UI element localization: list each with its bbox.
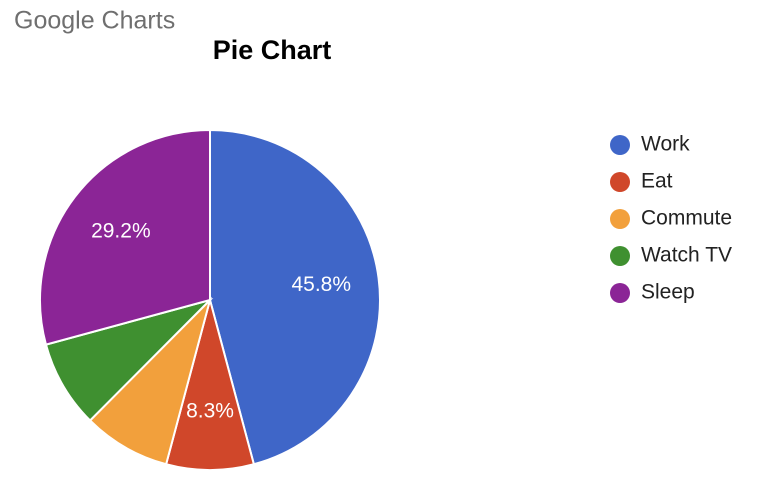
brand: Google Charts — [14, 7, 175, 35]
pie-slice — [39, 128, 211, 346]
pie-slice — [88, 296, 212, 466]
legend-marker — [610, 283, 630, 303]
slice-label: 29.2% — [91, 219, 151, 242]
slice-label: 45.8% — [291, 273, 351, 296]
legend-label: Work — [641, 133, 690, 156]
legend-label: Eat — [641, 170, 673, 193]
legend-label: Sleep — [641, 281, 695, 304]
legend-label: Commute — [641, 207, 732, 230]
chart-title: Pie Chart — [213, 35, 332, 65]
legend-marker — [610, 246, 630, 266]
legend-marker — [610, 209, 630, 229]
legend-marker — [610, 135, 630, 155]
pie-slice — [164, 296, 256, 471]
pie-slice — [44, 298, 214, 422]
slice-label: 8.3% — [186, 400, 234, 423]
legend-marker — [610, 172, 630, 192]
legend-label: Watch TV — [641, 244, 732, 267]
pie-slice — [209, 128, 381, 466]
